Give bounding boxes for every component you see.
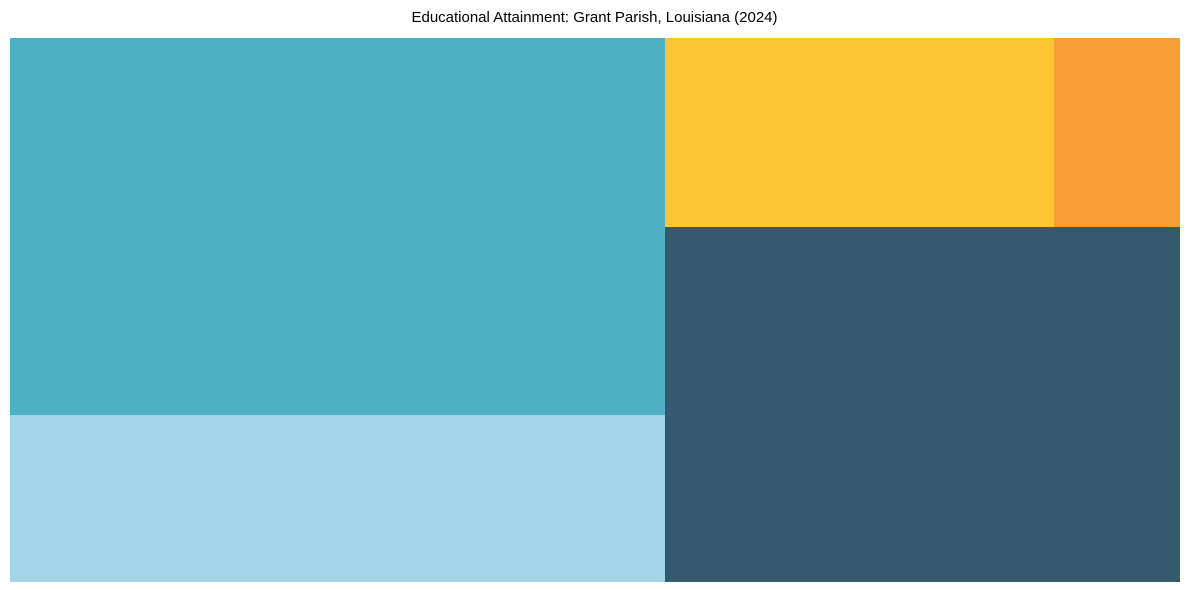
treemap-tile-teal-segment[interactable] xyxy=(10,38,666,415)
chart-title: Educational Attainment: Grant Parish, Lo… xyxy=(411,9,778,26)
treemap-tile-orange-segment[interactable] xyxy=(1053,38,1180,227)
treemap-tile-light-blue-segment[interactable] xyxy=(10,414,666,582)
treemap-tile-dark-slate-segment[interactable] xyxy=(665,226,1180,582)
treemap-tile-yellow-segment[interactable] xyxy=(665,38,1054,227)
treemap xyxy=(10,38,1180,582)
